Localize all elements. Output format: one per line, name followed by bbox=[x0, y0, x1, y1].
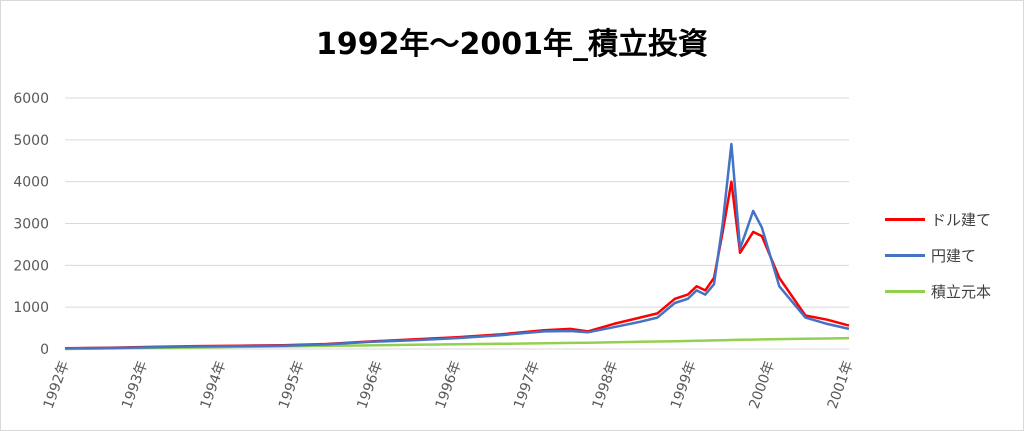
x-tick-label: 1996年 bbox=[354, 359, 386, 411]
y-tick-label: 4000 bbox=[13, 175, 49, 191]
legend-label-yen: 円建て bbox=[931, 246, 977, 265]
x-tick-label: 1997年 bbox=[511, 359, 543, 411]
series-lines bbox=[64, 142, 850, 351]
gridlines bbox=[65, 97, 849, 350]
legend-swatch-dollar bbox=[885, 217, 925, 221]
x-tick-label: 1994年 bbox=[198, 359, 230, 411]
legend-swatch-yen bbox=[885, 253, 925, 257]
y-tick-label: 2000 bbox=[13, 258, 49, 274]
x-tick-label: 1996年 bbox=[433, 359, 465, 411]
x-tick-label: 2000年 bbox=[746, 359, 778, 411]
x-tick-label: 1993年 bbox=[119, 359, 151, 411]
y-tick-label: 6000 bbox=[13, 91, 49, 107]
y-axis-ticks: 0 1000 2000 3000 4000 5000 6000 bbox=[13, 91, 49, 358]
x-axis-ticks: 1992年 1993年 1994年 1995年 1996年 1996年 1997年 1998年… bbox=[41, 359, 857, 411]
legend-label-principal: 積立元本 bbox=[931, 282, 992, 301]
x-tick-label: 1998年 bbox=[590, 359, 622, 411]
series-line-1 bbox=[64, 142, 850, 350]
legend: ドル建て 円建て 積立元本 bbox=[885, 201, 1015, 309]
y-tick-label: 3000 bbox=[13, 217, 49, 233]
y-tick-label: 1000 bbox=[13, 300, 49, 316]
y-tick-label: 5000 bbox=[13, 133, 49, 149]
legend-item-dollar: ドル建て bbox=[885, 201, 1015, 237]
chart-title: 1992年～2001年_積立投資 bbox=[316, 27, 708, 62]
x-tick-label: 1992年 bbox=[41, 359, 73, 411]
x-tick-label: 1995年 bbox=[276, 359, 308, 411]
legend-label-dollar: ドル建て bbox=[931, 210, 992, 229]
legend-item-yen: 円建て bbox=[885, 237, 1015, 273]
legend-swatch-principal bbox=[885, 289, 925, 293]
legend-item-principal: 積立元本 bbox=[885, 273, 1015, 309]
y-tick-label: 0 bbox=[40, 342, 49, 358]
x-tick-label: 2001年 bbox=[825, 359, 857, 411]
x-tick-label: 1999年 bbox=[668, 359, 700, 411]
